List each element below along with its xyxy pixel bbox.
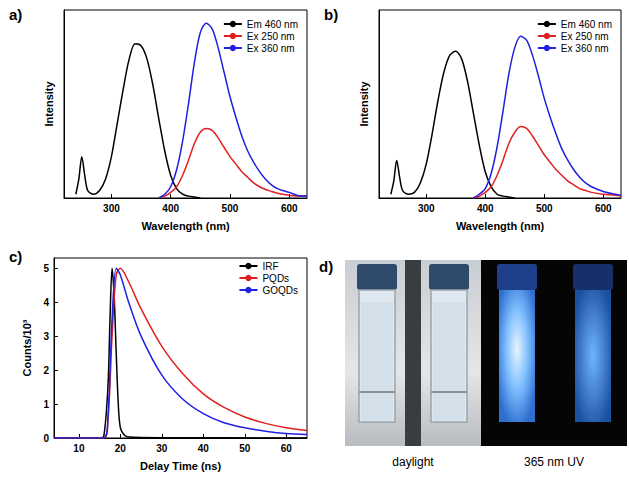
svg-text:Ex 360 nm: Ex 360 nm — [561, 43, 609, 54]
svg-text:0: 0 — [43, 433, 49, 444]
svg-text:3: 3 — [43, 331, 49, 342]
svg-text:daylight: daylight — [392, 455, 434, 469]
svg-text:300: 300 — [103, 203, 120, 214]
svg-text:365 nm UV: 365 nm UV — [524, 455, 584, 469]
svg-text:30: 30 — [156, 443, 168, 454]
svg-text:Ex 360 nm: Ex 360 nm — [247, 43, 295, 54]
svg-text:300: 300 — [418, 203, 435, 214]
svg-text:a): a) — [9, 6, 22, 23]
svg-text:Counts/10³: Counts/10³ — [21, 319, 33, 376]
svg-text:60: 60 — [281, 443, 293, 454]
svg-text:20: 20 — [115, 443, 127, 454]
svg-text:Wavelength (nm): Wavelength (nm) — [456, 220, 545, 232]
svg-text:Em 460 nm: Em 460 nm — [247, 19, 298, 30]
svg-text:Wavelength (nm): Wavelength (nm) — [141, 220, 230, 232]
svg-text:IRF: IRF — [262, 261, 278, 272]
svg-text:50: 50 — [239, 443, 251, 454]
svg-text:c): c) — [9, 248, 22, 265]
svg-text:500: 500 — [222, 203, 239, 214]
svg-text:PQDs: PQDs — [262, 273, 289, 284]
svg-text:4: 4 — [43, 297, 49, 308]
svg-text:500: 500 — [536, 203, 553, 214]
svg-text:400: 400 — [162, 203, 179, 214]
svg-text:b): b) — [324, 6, 338, 23]
svg-text:Ex 250 nm: Ex 250 nm — [561, 31, 609, 42]
svg-text:400: 400 — [477, 203, 494, 214]
svg-text:1: 1 — [43, 399, 49, 410]
svg-text:600: 600 — [595, 203, 612, 214]
svg-text:10: 10 — [73, 443, 85, 454]
svg-text:GOQDs: GOQDs — [262, 285, 298, 296]
svg-text:Delay Time (ns): Delay Time (ns) — [140, 460, 221, 472]
svg-text:Em 460 nm: Em 460 nm — [561, 19, 612, 30]
svg-text:2: 2 — [43, 365, 49, 376]
svg-text:Intensity: Intensity — [43, 81, 55, 127]
svg-text:d): d) — [319, 258, 333, 275]
svg-text:Ex 250 nm: Ex 250 nm — [247, 31, 295, 42]
svg-text:5: 5 — [43, 263, 49, 274]
svg-text:Intensity: Intensity — [358, 81, 370, 127]
svg-text:600: 600 — [281, 203, 298, 214]
svg-text:40: 40 — [198, 443, 210, 454]
